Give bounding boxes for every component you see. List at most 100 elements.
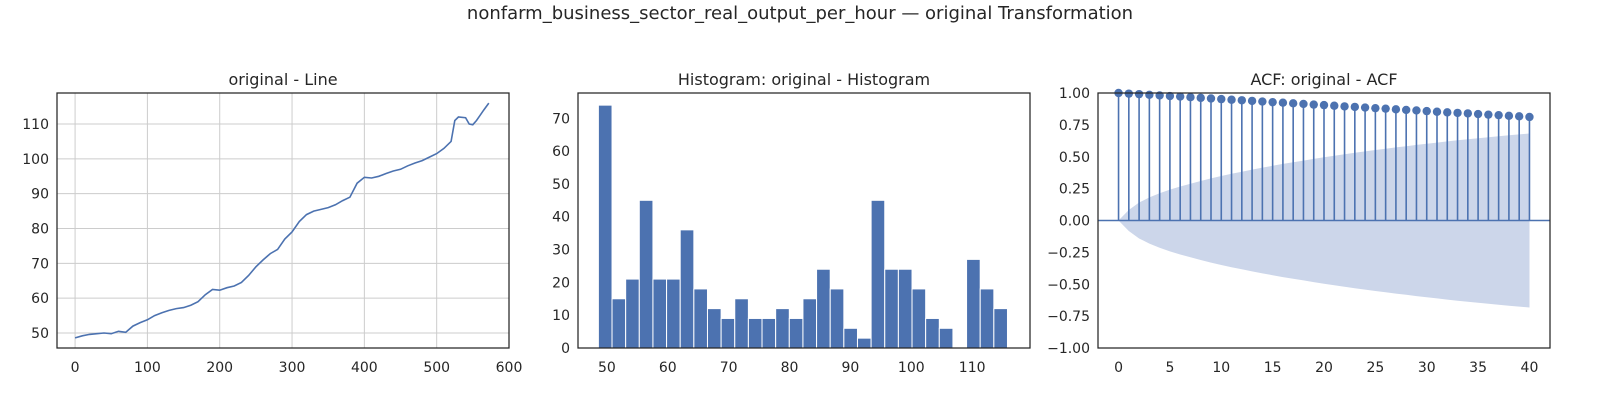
y-tick-label: −0.25	[1047, 245, 1090, 261]
histogram-bar	[638, 199, 654, 349]
histogram-bar	[747, 317, 763, 349]
y-tick-label: −0.75	[1047, 309, 1090, 325]
acf-marker	[1391, 105, 1401, 114]
acf-marker	[1422, 106, 1431, 116]
x-tick-label: 500	[423, 360, 450, 376]
histogram-bar	[706, 308, 722, 349]
x-tick-label: 90	[842, 360, 860, 376]
y-tick-label: 0.50	[1059, 150, 1090, 166]
acf-marker	[1268, 97, 1277, 107]
x-tick-label: 100	[898, 360, 925, 376]
y-tick-label: 40	[552, 210, 570, 226]
y-tick-label: 10	[552, 308, 570, 324]
histogram-bar	[856, 337, 872, 349]
axes-frame	[577, 92, 1031, 349]
series-line	[74, 102, 490, 339]
figure-title: nonfarm_business_sector_real_output_per_…	[466, 3, 1134, 24]
acf-marker	[1484, 110, 1493, 119]
x-tick-label: 5	[1165, 360, 1174, 376]
x-tick-label: 100	[134, 360, 161, 376]
panel-title: original - Line	[228, 70, 337, 89]
x-tick-label: 400	[351, 360, 378, 376]
y-tick-label: 20	[552, 275, 570, 291]
acf-marker	[1196, 93, 1205, 103]
histogram-bar	[679, 229, 695, 349]
acf-marker	[1412, 106, 1421, 115]
histogram-bar	[734, 298, 749, 349]
histogram-bar	[761, 317, 777, 349]
acf-marker	[1514, 112, 1524, 121]
x-tick-label: 0	[71, 360, 80, 376]
acf-marker	[1124, 89, 1134, 98]
axes-frame	[56, 92, 510, 349]
x-tick-label: 15	[1264, 360, 1282, 376]
x-tick-label: 20	[1315, 360, 1333, 376]
x-tick-label: 110	[959, 360, 986, 376]
acf-panel: 0 5 10 15 20 25 30 35 40 −1.00 −0.75 −0.50 −0.25 0.00…	[1047, 70, 1551, 376]
y-tick-label: 0	[561, 341, 570, 357]
acf-marker	[1227, 95, 1236, 104]
acf-marker	[1463, 109, 1473, 118]
histogram-bar	[816, 268, 831, 349]
histogram-bar	[829, 288, 845, 349]
acf-marker	[1288, 99, 1298, 108]
y-tick-label: 110	[22, 117, 49, 133]
histogram-bar	[775, 308, 790, 349]
acf-marker	[1175, 92, 1185, 101]
histogram-bar	[666, 278, 681, 349]
y-tick-label: 0.00	[1059, 214, 1090, 230]
acf-marker	[1258, 97, 1267, 106]
acf-marker	[1525, 112, 1534, 122]
acf-marker	[1145, 90, 1154, 99]
panel-title: Histogram: original - Histogram	[678, 70, 930, 89]
x-tick-label: 0	[1114, 360, 1123, 376]
x-tick-label: 70	[720, 360, 738, 376]
acf-marker	[1494, 110, 1503, 120]
acf-marker	[1186, 93, 1195, 102]
y-tick-label: 50	[31, 326, 49, 342]
acf-marker	[1134, 89, 1144, 99]
histogram-bar	[884, 268, 899, 349]
histogram-bar	[966, 258, 981, 349]
acf-marker	[1453, 108, 1462, 118]
y-tick-label: 60	[31, 291, 49, 307]
y-tick-label: 1.00	[1059, 86, 1090, 102]
x-tick-label: 10	[1212, 360, 1230, 376]
x-tick-label: 60	[659, 360, 677, 376]
histogram-bar	[802, 298, 818, 349]
y-tick-label: 0.25	[1059, 182, 1090, 198]
acf-marker	[1206, 94, 1216, 103]
y-tick-label: 90	[31, 187, 49, 203]
y-tick-label: −0.50	[1047, 277, 1090, 293]
y-tick-label: −1.00	[1047, 341, 1090, 357]
acf-marker	[1299, 99, 1308, 109]
acf-marker	[1381, 104, 1390, 113]
x-tick-label: 300	[279, 360, 306, 376]
acf-marker	[1443, 108, 1452, 117]
histogram-bar	[625, 278, 640, 349]
acf-marker	[1247, 96, 1257, 106]
line-chart-panel: 0 100 200 300 400 500 600 50 60 70 80 90 100 110 origi…	[22, 70, 522, 376]
histogram-bar	[788, 317, 804, 349]
histogram-bar	[911, 288, 927, 349]
histogram-bar	[979, 288, 995, 349]
acf-marker	[1330, 101, 1339, 110]
histogram-bar	[720, 317, 736, 349]
panel-title: ACF: original - ACF	[1250, 70, 1397, 89]
acf-marker	[1309, 100, 1318, 109]
histogram-bar	[843, 327, 858, 349]
histogram-bar	[611, 298, 627, 349]
acf-marker	[1350, 102, 1360, 112]
histogram-panel: 50 60 70 80 90 100 110 0 10 20 30 40 50 60 70 Histogram…	[552, 70, 1031, 376]
y-tick-label: 60	[552, 144, 570, 160]
axes-frame	[1097, 92, 1551, 349]
x-tick-label: 50	[598, 360, 616, 376]
histogram-bar	[693, 288, 708, 349]
histogram-bar	[870, 199, 886, 349]
histogram-bar	[938, 327, 954, 349]
y-tick-label: 50	[552, 177, 570, 193]
acf-marker	[1432, 107, 1442, 116]
y-tick-label: 100	[22, 152, 49, 168]
x-tick-label: 25	[1366, 360, 1384, 376]
y-tick-label: 80	[31, 222, 49, 238]
